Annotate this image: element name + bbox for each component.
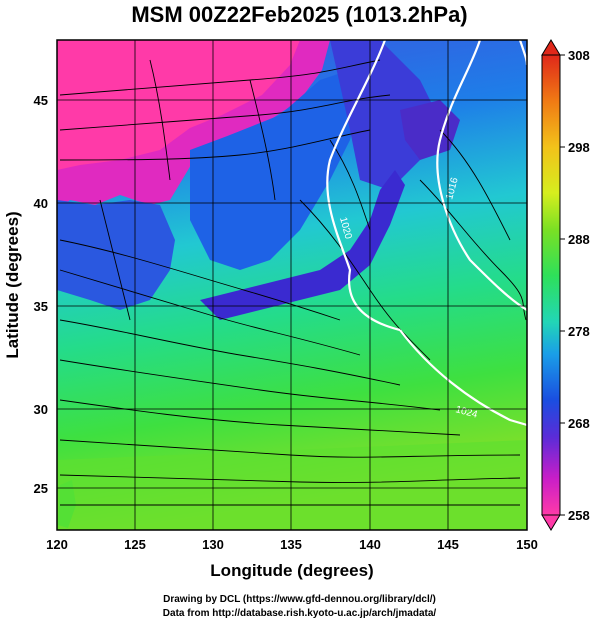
x-axis: 120 125 130 135 140 145 150 Longitude (d… <box>46 537 538 580</box>
colorbar: 308 298 288 278 268 258 <box>541 39 590 531</box>
x-tick-label: 145 <box>437 537 459 552</box>
y-tick-label: 40 <box>34 196 48 211</box>
x-tick-label: 130 <box>202 537 224 552</box>
pressure-contours <box>326 40 527 427</box>
colorbar-tick-label: 278 <box>568 324 590 339</box>
colorbar-tick-label: 298 <box>568 140 590 155</box>
x-tick-label: 135 <box>280 537 302 552</box>
map-title: MSM 00Z22Feb2025 (1013.2hPa) <box>131 2 468 27</box>
colorbar-max-arrow <box>541 39 561 56</box>
credit-data-source: Data from http://database.rish.kyoto-u.a… <box>162 608 437 619</box>
map-frame <box>56 39 528 531</box>
colorbar-tick-label: 288 <box>568 232 590 247</box>
x-tick-label: 140 <box>359 537 381 552</box>
colorbar-min-arrow <box>541 514 561 531</box>
x-tick-label: 120 <box>46 537 68 552</box>
y-tick-label: 45 <box>34 93 48 108</box>
x-tick-label: 150 <box>516 537 538 552</box>
x-axis-title: Longitude (degrees) <box>210 561 373 580</box>
y-axis-title: Latitude (degrees) <box>3 211 22 358</box>
lat-lon-grid <box>57 40 527 530</box>
colorbar-tick-label: 258 <box>568 508 590 523</box>
y-tick-label: 35 <box>34 299 48 314</box>
x-tick-label: 125 <box>124 537 146 552</box>
y-tick-label: 30 <box>34 402 48 417</box>
temperature-field <box>57 40 527 530</box>
y-axis: 45 40 35 30 25 Latitude (degrees) <box>3 93 48 496</box>
colorbar-tick-label: 308 <box>568 48 590 63</box>
colorbar-scale <box>541 54 561 516</box>
credit-drawing: Drawing by DCL (https://www.gfd-dennou.o… <box>163 594 436 605</box>
colorbar-tick-label: 268 <box>568 416 590 431</box>
y-tick-label: 25 <box>34 481 48 496</box>
